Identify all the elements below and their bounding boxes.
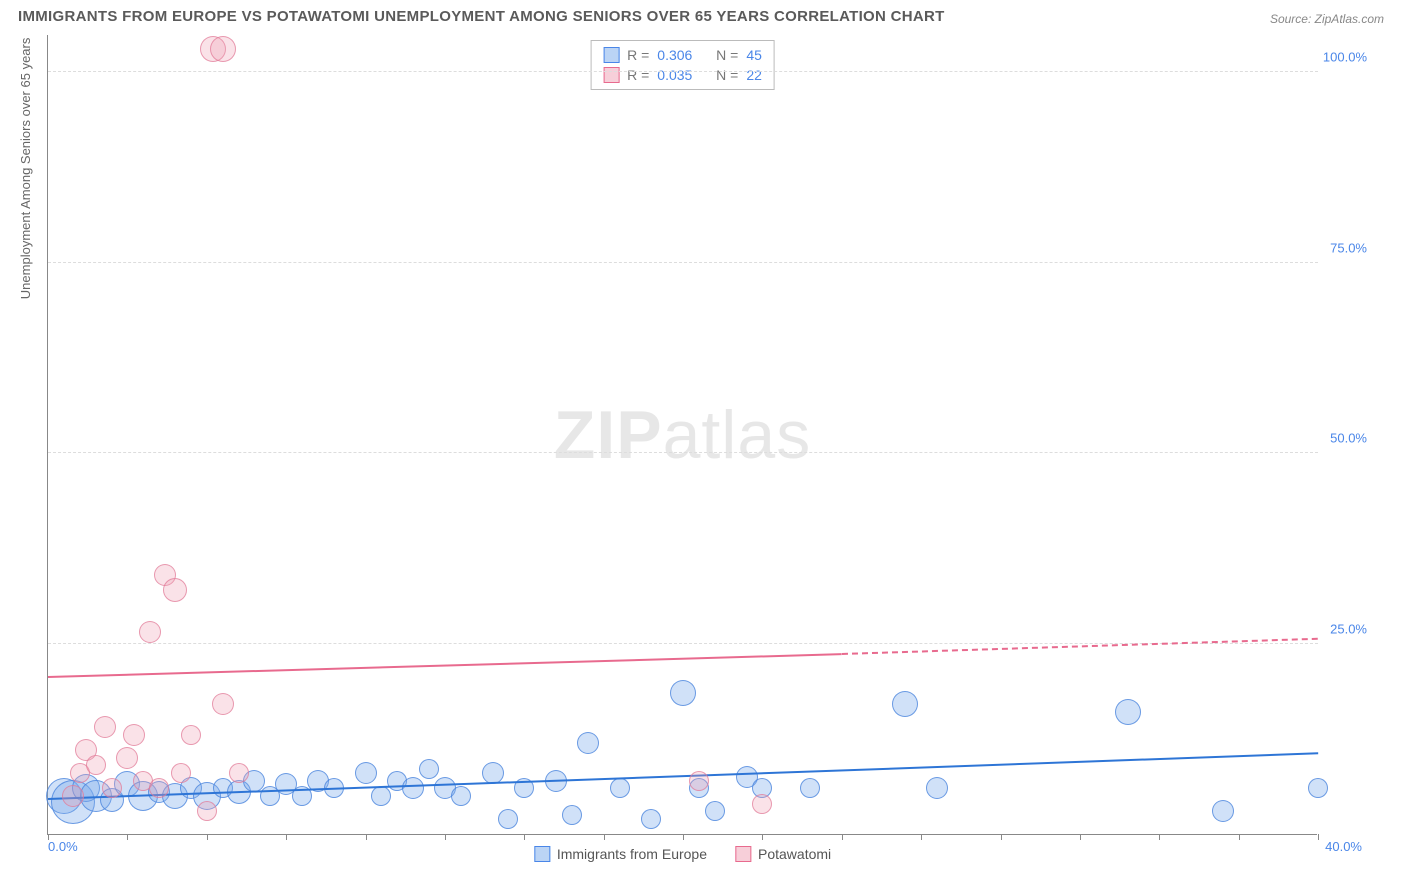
x-axis-min-label: 0.0%	[48, 839, 78, 854]
trend-line	[842, 638, 1318, 655]
data-point	[705, 801, 725, 821]
n-label: N =	[716, 47, 738, 63]
x-axis-tick	[524, 834, 525, 840]
y-axis-title: Unemployment Among Seniors over 65 years	[18, 38, 33, 300]
data-point	[163, 578, 187, 602]
data-point	[926, 777, 948, 799]
source-attribution: Source: ZipAtlas.com	[1270, 12, 1384, 26]
x-axis-tick	[762, 834, 763, 840]
data-point	[139, 621, 161, 643]
trend-line	[48, 653, 842, 678]
data-point	[116, 747, 138, 769]
series1-r-value: 0.306	[657, 47, 692, 63]
data-point	[1212, 800, 1234, 822]
r-label: R =	[627, 67, 649, 83]
data-point	[670, 680, 696, 706]
chart-title: IMMIGRANTS FROM EUROPE VS POTAWATOMI UNE…	[18, 8, 945, 25]
plot-region: ZIPatlas R = 0.306 N = 45 R = 0.035 N = …	[47, 35, 1317, 835]
r-label: R =	[627, 47, 649, 63]
x-axis-tick	[921, 834, 922, 840]
series2-r-value: 0.035	[657, 67, 692, 83]
stats-row-series2: R = 0.035 N = 22	[603, 65, 762, 85]
x-axis-tick	[286, 834, 287, 840]
gridline	[48, 262, 1318, 263]
x-axis-tick	[1239, 834, 1240, 840]
x-axis-tick	[1001, 834, 1002, 840]
stats-row-series1: R = 0.306 N = 45	[603, 45, 762, 65]
swatch-blue-icon	[603, 47, 619, 63]
source-name: ZipAtlas.com	[1315, 12, 1384, 26]
watermark: ZIPatlas	[554, 396, 811, 474]
x-axis-tick	[683, 834, 684, 840]
data-point	[371, 786, 391, 806]
data-point	[86, 755, 106, 775]
data-point	[562, 805, 582, 825]
x-axis-tick	[604, 834, 605, 840]
x-axis-tick	[1159, 834, 1160, 840]
swatch-blue-icon	[534, 846, 550, 862]
data-point	[800, 778, 820, 798]
data-point	[197, 801, 217, 821]
data-point	[123, 724, 145, 746]
n-label: N =	[716, 67, 738, 83]
x-axis-tick	[445, 834, 446, 840]
data-point	[102, 778, 122, 798]
data-point	[752, 794, 772, 814]
data-point	[171, 763, 191, 783]
stats-box: R = 0.306 N = 45 R = 0.035 N = 22	[590, 40, 775, 90]
data-point	[94, 716, 116, 738]
data-point	[1115, 699, 1141, 725]
data-point	[641, 809, 661, 829]
data-point	[62, 785, 84, 807]
data-point	[402, 777, 424, 799]
bottom-legend: Immigrants from Europe Potawatomi	[534, 846, 831, 862]
data-point	[210, 36, 236, 62]
chart-area: ZIPatlas R = 0.306 N = 45 R = 0.035 N = …	[47, 35, 1367, 835]
x-axis-tick	[366, 834, 367, 840]
legend-label-series1: Immigrants from Europe	[557, 846, 707, 862]
legend-item-series1: Immigrants from Europe	[534, 846, 707, 862]
y-axis-tick-label: 50.0%	[1330, 431, 1367, 446]
y-axis-tick-label: 25.0%	[1330, 621, 1367, 636]
data-point	[577, 732, 599, 754]
data-point	[1308, 778, 1328, 798]
y-axis-tick-label: 75.0%	[1330, 240, 1367, 255]
legend-item-series2: Potawatomi	[735, 846, 831, 862]
x-axis-tick	[127, 834, 128, 840]
data-point	[181, 725, 201, 745]
gridline	[48, 452, 1318, 453]
y-axis-tick-label: 100.0%	[1323, 50, 1367, 65]
data-point	[451, 786, 471, 806]
series1-n-value: 45	[746, 47, 762, 63]
data-point	[498, 809, 518, 829]
swatch-pink-icon	[603, 67, 619, 83]
x-axis-tick	[48, 834, 49, 840]
x-axis-tick	[1318, 834, 1319, 840]
watermark-bold: ZIP	[554, 397, 663, 473]
x-axis-max-label: 40.0%	[1325, 839, 1362, 854]
data-point	[610, 778, 630, 798]
x-axis-tick	[1080, 834, 1081, 840]
swatch-pink-icon	[735, 846, 751, 862]
data-point	[149, 778, 169, 798]
data-point	[229, 763, 249, 783]
x-axis-tick	[207, 834, 208, 840]
x-axis-tick	[842, 834, 843, 840]
data-point	[419, 759, 439, 779]
legend-label-series2: Potawatomi	[758, 846, 831, 862]
gridline	[48, 71, 1318, 72]
data-point	[212, 693, 234, 715]
watermark-light: atlas	[663, 397, 812, 473]
source-prefix: Source:	[1270, 12, 1315, 26]
data-point	[355, 762, 377, 784]
data-point	[892, 691, 918, 717]
series2-n-value: 22	[746, 67, 762, 83]
data-point	[689, 771, 709, 791]
